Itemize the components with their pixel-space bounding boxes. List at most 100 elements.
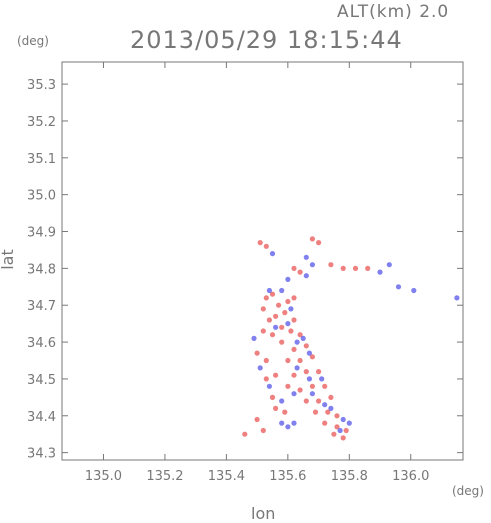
data-point [291, 420, 297, 426]
data-point [312, 409, 319, 415]
data-point [285, 321, 291, 327]
data-point [273, 372, 279, 378]
y-axis-unit: (deg) [17, 34, 49, 48]
data-point [309, 236, 315, 242]
data-point [395, 284, 402, 290]
data-point [300, 335, 306, 341]
data-point [316, 240, 322, 246]
y-tick-label: 35.0 [27, 189, 56, 204]
data-point [291, 391, 297, 397]
data-point [291, 265, 297, 271]
data-point [297, 269, 303, 275]
data-point [303, 343, 309, 349]
y-tick-label: 34.5 [27, 373, 56, 388]
y-tick-label: 35.3 [27, 78, 56, 93]
y-tick-label: 34.9 [27, 226, 56, 241]
data-point [269, 394, 276, 400]
x-tick-label: 135.8 [331, 469, 368, 484]
x-tick-label: 135.0 [85, 469, 122, 484]
data-point [328, 394, 334, 400]
data-point [273, 405, 279, 411]
data-point [309, 354, 315, 360]
data-point [260, 328, 266, 334]
data-point [254, 416, 260, 423]
data-point [309, 391, 315, 397]
data-point [322, 383, 328, 389]
data-point [282, 310, 288, 316]
y-tick-label: 34.4 [27, 410, 56, 425]
data-point [269, 251, 276, 257]
data-point [269, 291, 276, 297]
data-point [285, 383, 291, 389]
x-axis-label: lon [251, 504, 276, 523]
data-point [273, 313, 279, 319]
data-point [319, 376, 325, 382]
data-point [276, 302, 282, 308]
data-point [337, 427, 343, 434]
data-point [260, 306, 266, 312]
data-point [316, 398, 322, 404]
data-point [297, 357, 303, 364]
data-point [282, 409, 288, 415]
data-point [352, 265, 359, 271]
y-tick-label: 34.6 [27, 336, 56, 351]
x-tick-label: 135.6 [269, 469, 306, 484]
y-tick-label: 35.1 [27, 152, 56, 167]
data-point [279, 324, 285, 330]
data-point [343, 427, 349, 434]
data-point [306, 376, 312, 382]
data-point [297, 387, 303, 393]
chart-title: 2013/05/29 18:15:44 [130, 26, 403, 54]
data-point [325, 409, 331, 415]
axis-ticks: 135.0 135.2 135.4 135.6 135.8 136.0 34.3 34.4 34… [27, 62, 463, 484]
data-point [263, 357, 269, 364]
data-point [454, 295, 460, 301]
data-point [294, 365, 300, 371]
data-point [294, 339, 300, 345]
data-point [365, 265, 371, 271]
data-point [266, 383, 272, 389]
data-point [266, 287, 272, 294]
data-point [309, 262, 315, 268]
data-points [242, 236, 460, 441]
data-point [257, 365, 263, 371]
data-point [273, 324, 279, 330]
x-axis-unit: (deg) [452, 484, 484, 498]
data-point [266, 317, 272, 323]
data-point [263, 376, 269, 382]
data-point [322, 402, 328, 408]
data-point [334, 413, 340, 419]
data-point [291, 372, 297, 378]
data-point [251, 335, 257, 341]
data-point [316, 369, 322, 375]
data-point [260, 427, 266, 434]
data-point [309, 383, 315, 389]
data-point [285, 276, 291, 282]
data-point [303, 398, 309, 404]
y-tick-label: 34.7 [27, 299, 56, 314]
data-point [263, 243, 269, 249]
data-point [291, 346, 297, 352]
data-point [346, 420, 352, 426]
data-point [285, 357, 291, 364]
y-tick-label: 34.8 [27, 262, 56, 277]
data-point [377, 269, 383, 275]
data-point [269, 332, 276, 338]
y-tick-label: 34.3 [27, 447, 56, 462]
data-point [411, 287, 417, 294]
data-point [257, 240, 263, 246]
data-point [242, 431, 248, 437]
data-point [279, 287, 285, 294]
data-point [291, 317, 297, 323]
data-point [254, 350, 260, 356]
data-point [291, 295, 297, 301]
x-tick-label: 135.4 [208, 469, 245, 484]
data-point [340, 435, 346, 441]
altitude-label: ALT(km) 2.0 [337, 2, 450, 22]
data-point [303, 273, 309, 279]
data-point [263, 295, 269, 301]
data-point [285, 424, 291, 430]
data-point [328, 405, 334, 411]
data-point [386, 262, 392, 268]
